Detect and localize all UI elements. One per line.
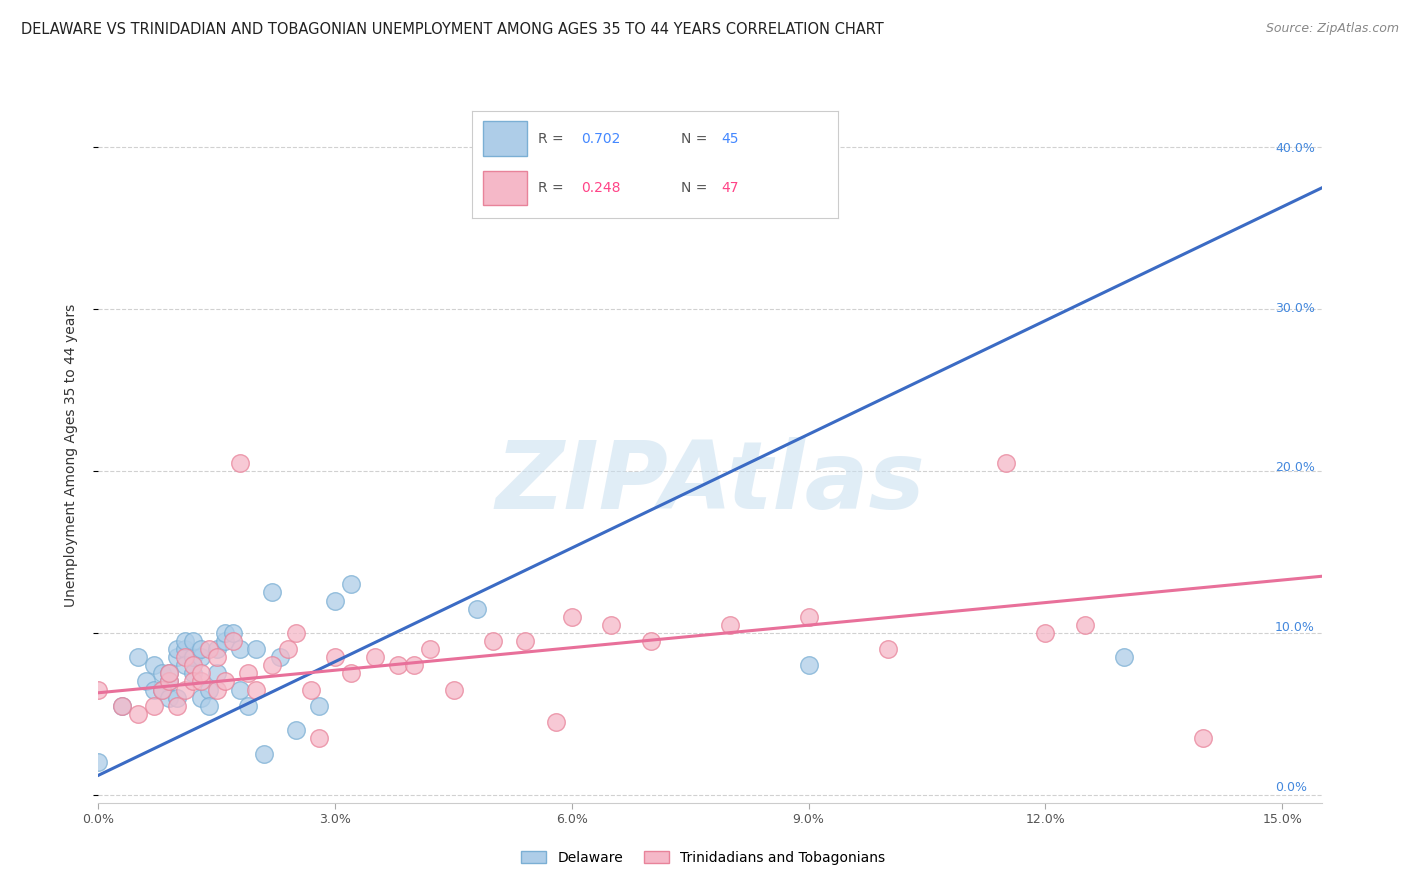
Point: [298, 659, 321, 673]
Point: [263, 635, 285, 649]
Point: [298, 691, 321, 706]
Point: [319, 579, 342, 593]
Point: [165, 747, 187, 761]
Point: [333, 635, 356, 649]
Point: [214, 691, 236, 706]
Point: [207, 667, 229, 681]
Text: Source: ZipAtlas.com: Source: ZipAtlas.com: [1265, 22, 1399, 36]
Point: [256, 635, 278, 649]
Point: [284, 627, 307, 641]
Point: [361, 723, 384, 737]
Point: [235, 683, 257, 698]
Point: [249, 659, 271, 673]
Point: [228, 683, 250, 698]
Point: [319, 651, 342, 665]
Point: [228, 659, 250, 673]
Point: [621, 611, 644, 625]
Point: [270, 643, 292, 657]
Point: [375, 587, 398, 601]
Point: [242, 627, 264, 641]
Point: [242, 675, 264, 690]
Point: [270, 659, 292, 673]
Point: [277, 667, 299, 681]
Point: [249, 651, 271, 665]
Point: [544, 627, 567, 641]
Point: [221, 675, 243, 690]
Point: [586, 603, 609, 617]
Legend: Delaware, Trinidadians and Tobagonians: Delaware, Trinidadians and Tobagonians: [515, 844, 891, 871]
Point: [868, 635, 890, 649]
Point: [235, 691, 257, 706]
Point: [340, 714, 363, 729]
Point: [221, 659, 243, 673]
Point: [256, 667, 278, 681]
Text: DELAWARE VS TRINIDADIAN AND TOBAGONIAN UNEMPLOYMENT AMONG AGES 35 TO 44 YEARS CO: DELAWARE VS TRINIDADIAN AND TOBAGONIAN U…: [21, 22, 884, 37]
Point: [291, 675, 314, 690]
Text: ZIPAtlas: ZIPAtlas: [506, 432, 935, 524]
Point: [460, 635, 482, 649]
Point: [242, 651, 264, 665]
Point: [263, 691, 285, 706]
Point: [263, 675, 285, 690]
Point: [221, 675, 243, 690]
Point: [284, 619, 307, 633]
Point: [973, 451, 995, 466]
Point: [1149, 723, 1171, 737]
Point: [165, 675, 187, 690]
Point: [228, 667, 250, 681]
Point: [186, 691, 208, 706]
Point: [256, 643, 278, 657]
Point: [1008, 619, 1031, 633]
Point: [249, 627, 271, 641]
Point: [256, 659, 278, 673]
Point: [389, 659, 412, 673]
Point: [249, 643, 271, 657]
Point: [727, 611, 749, 625]
Point: [572, 706, 595, 721]
Point: [621, 164, 644, 178]
Point: [354, 675, 377, 690]
Point: [657, 627, 679, 641]
Point: [200, 643, 222, 657]
Point: [797, 651, 820, 665]
Point: [249, 667, 271, 681]
Point: [200, 699, 222, 714]
Point: [446, 651, 468, 665]
Point: [432, 651, 454, 665]
Point: [228, 667, 250, 681]
Point: [312, 739, 335, 753]
Point: [1078, 643, 1101, 657]
Point: [481, 675, 503, 690]
Point: [235, 643, 257, 657]
Point: [516, 627, 538, 641]
Point: [256, 683, 278, 698]
Point: [797, 603, 820, 617]
Point: [389, 571, 412, 585]
Point: [1043, 611, 1066, 625]
Point: [242, 643, 264, 657]
Point: [411, 643, 433, 657]
Point: [277, 627, 299, 641]
Point: [270, 635, 292, 649]
Point: [235, 635, 257, 649]
Point: [242, 635, 264, 649]
Point: [361, 691, 384, 706]
Point: [305, 635, 328, 649]
Point: [326, 643, 349, 657]
Point: [277, 619, 299, 633]
Point: [214, 675, 236, 690]
Point: [502, 595, 524, 609]
Point: [228, 659, 250, 673]
Point: [305, 675, 328, 690]
Point: [340, 619, 363, 633]
Point: [375, 643, 398, 657]
Point: [214, 651, 236, 665]
Point: [291, 635, 314, 649]
Y-axis label: Unemployment Among Ages 35 to 44 years: Unemployment Among Ages 35 to 44 years: [63, 299, 77, 602]
Point: [186, 691, 208, 706]
Point: [291, 451, 314, 466]
Point: [270, 675, 292, 690]
